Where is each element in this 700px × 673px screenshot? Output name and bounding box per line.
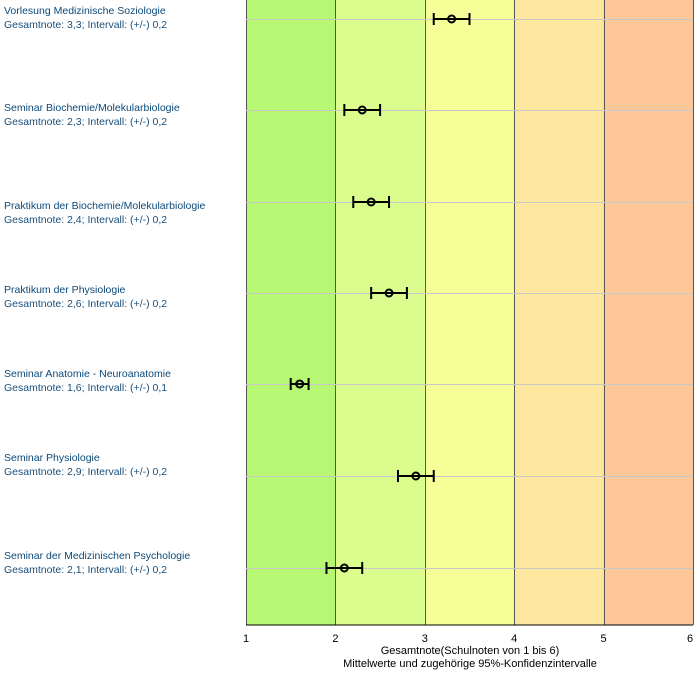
x-tick-label: 5: [600, 633, 607, 645]
mean-point: [295, 379, 305, 389]
grade-band-1: [246, 0, 336, 625]
row-label-name: Praktikum der Biochemie/Molekularbiologi…: [4, 200, 206, 212]
mean-point: [384, 288, 394, 298]
row-label-name: Seminar Biochemie/Molekularbiologie: [4, 102, 180, 114]
row-label: Seminar der Medizinischen Psychologie Ges…: [4, 549, 190, 577]
grade-band-2: [335, 0, 425, 625]
mean-point: [447, 14, 457, 24]
mean-point: [411, 471, 421, 481]
row-label-name: Vorlesung Medizinische Soziologie: [4, 5, 166, 17]
x-tick-label: 6: [686, 633, 694, 645]
row-label: Praktikum der Physiologie Gesamtnote: 2,6…: [4, 283, 167, 311]
x-tick-label: 1: [242, 633, 250, 645]
x-tick-label: 4: [511, 633, 518, 645]
mean-point: [339, 563, 349, 573]
row-label: Seminar Anatomie - Neuroanatomie Gesamtno…: [4, 367, 171, 395]
row-label-detail: Gesamtnote: 2,1; Intervall: (+/-) 0,2: [4, 564, 168, 576]
data-marks: [289, 13, 471, 574]
grade-band-3: [424, 0, 515, 625]
mean-point: [357, 105, 367, 115]
row-label-detail: Gesamtnote: 2,6; Intervall: (+/-) 0,2: [4, 298, 168, 310]
row-label-name: Seminar Physiologie: [4, 452, 100, 464]
row-label-name: Praktikum der Physiologie: [4, 284, 126, 296]
row-label-name: Seminar Anatomie - Neuroanatomie: [4, 368, 171, 380]
row-label-detail: Gesamtnote: 2,3; Intervall: (+/-) 0,2: [4, 116, 168, 128]
grade-band-4: [514, 0, 604, 625]
row-label-detail: Gesamtnote: 2,4; Intervall: (+/-) 0,2: [4, 214, 168, 226]
row-label: Seminar Biochemie/Molekularbiologie Gesam…: [4, 101, 180, 129]
row-label-detail: Gesamtnote: 3,3; Intervall: (+/-) 0,2: [4, 19, 168, 31]
row-label: Vorlesung Medizinische Soziologie Gesamtn…: [4, 4, 167, 32]
grade-band-5: [603, 0, 693, 625]
row-label: Praktikum der Biochemie/Molekularbiologi…: [4, 199, 205, 227]
row-label: Seminar Physiologie Gesamtnote: 2,9; Inte…: [4, 451, 167, 479]
x-tick-label: 2: [332, 633, 339, 645]
row-label-detail: Gesamtnote: 1,6; Intervall: (+/-) 0,1: [4, 382, 168, 394]
x-axis-label: Gesamtnote(Schulnoten von 1 bis 6): [380, 645, 560, 657]
grade-bands: [246, 0, 693, 625]
gridlines: [246, 0, 694, 625]
row-label-name: Seminar der Medizinischen Psychologie: [4, 550, 191, 562]
row-label-detail: Gesamtnote: 2,9; Intervall: (+/-) 0,2: [4, 466, 168, 478]
x-axis-sublabel: Mittelwerte und zugehörige 95%-Konfidenz…: [343, 658, 597, 670]
x-tick-label: 3: [421, 633, 428, 645]
mean-point: [366, 197, 376, 207]
